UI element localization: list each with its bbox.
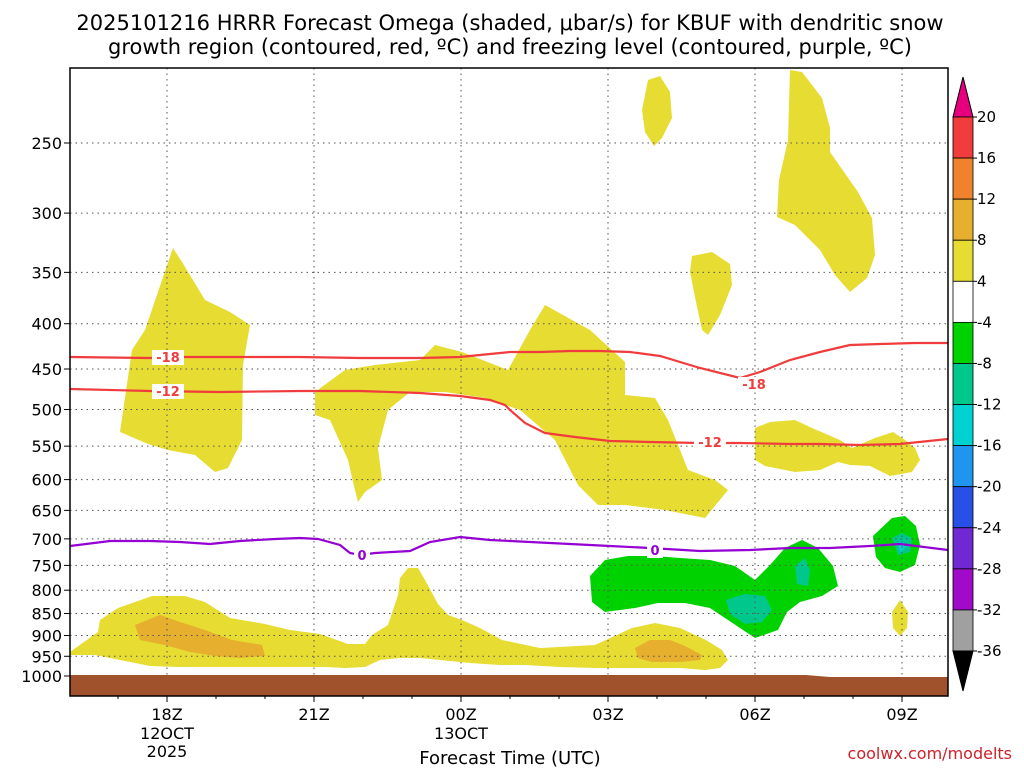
x-tick-label: 21Z bbox=[298, 705, 329, 724]
y-tick-label: 800 bbox=[31, 581, 62, 600]
omega-region bbox=[690, 252, 732, 335]
omega-region bbox=[755, 420, 920, 476]
y-tick-label: 500 bbox=[31, 401, 62, 420]
colorbar-label: 8 bbox=[977, 231, 987, 249]
colorbar-label: -24 bbox=[977, 519, 1002, 537]
y-tick-label: 850 bbox=[31, 605, 62, 624]
contour-label-bg bbox=[738, 377, 770, 392]
chart-title-line1: 2025101216 HRRR Forecast Omega (shaded, … bbox=[76, 11, 943, 35]
colorbar-top-arrow bbox=[952, 76, 974, 118]
omega-region bbox=[892, 600, 908, 636]
dgz-minus12-label: -12 bbox=[156, 385, 180, 400]
y-tick-label: 750 bbox=[31, 556, 62, 575]
colorbar-segment bbox=[952, 363, 974, 405]
colorbar-label: -4 bbox=[977, 313, 992, 331]
y-tick-label: 550 bbox=[31, 437, 62, 456]
y-tick-label: 300 bbox=[31, 204, 62, 223]
contour-label-bg bbox=[694, 435, 726, 450]
plot-area: -18 -12 -18 -12 0 0 bbox=[69, 67, 949, 697]
y-tick-label: 450 bbox=[31, 360, 62, 379]
omega-region bbox=[590, 540, 838, 638]
colorbar-segment bbox=[952, 198, 974, 241]
plot-frame bbox=[69, 67, 949, 697]
y-tick-label: 400 bbox=[31, 315, 62, 334]
contour-labels: -18 -12 -18 -12 0 0 bbox=[152, 350, 770, 564]
x-tick-label: 00Z bbox=[445, 705, 476, 724]
y-tick-label: 650 bbox=[31, 501, 62, 520]
dgz-contours bbox=[69, 341, 949, 447]
dgz-minus12-contour bbox=[69, 387, 949, 447]
x-tick-date: 12OCT bbox=[140, 724, 194, 743]
watermark: coolwx.com/modelts bbox=[848, 744, 1012, 763]
x-tick-label: 09Z bbox=[886, 705, 917, 724]
y-axis: 250 300 350 400 450 500 550 600 650 700 750 800 850 9… bbox=[21, 134, 70, 686]
colorbar-segment bbox=[952, 568, 974, 611]
omega-region bbox=[726, 594, 772, 624]
y-tick-label: 700 bbox=[31, 530, 62, 549]
omega-region bbox=[642, 76, 672, 146]
freezing-level-label: 0 bbox=[357, 549, 366, 564]
colorbar-label: -16 bbox=[977, 437, 1002, 455]
dgz-minus18-label: -18 bbox=[156, 351, 180, 366]
y-tick-label: 1000 bbox=[21, 667, 62, 686]
freezing-level-label-2: 0 bbox=[650, 544, 659, 559]
omega-region bbox=[795, 558, 810, 586]
omega-region bbox=[135, 615, 265, 658]
colorbar-label: -32 bbox=[977, 601, 1002, 619]
colorbar-segment bbox=[952, 404, 974, 447]
y-tick-label: 350 bbox=[31, 263, 62, 282]
omega-region bbox=[315, 305, 728, 518]
freezing-level-contour bbox=[69, 535, 949, 557]
colorbar-label: -28 bbox=[977, 560, 1002, 578]
colorbar-segment bbox=[952, 116, 974, 159]
y-tick-label: 600 bbox=[31, 471, 62, 490]
omega-region bbox=[120, 248, 250, 472]
chart-title-line2: growth region (contoured, red, ºC) and f… bbox=[108, 35, 912, 59]
ground-terrain bbox=[70, 675, 948, 696]
contour-label-bg bbox=[152, 384, 184, 399]
colorbar-segment bbox=[952, 486, 974, 529]
omega-region bbox=[777, 70, 875, 292]
grid-lines bbox=[70, 68, 948, 696]
colorbar-bottom-arrow bbox=[952, 650, 974, 692]
contour-label-bg bbox=[647, 543, 663, 558]
colorbar-segment bbox=[952, 445, 974, 488]
colorbar-label: 20 bbox=[977, 108, 996, 126]
y-tick-label: 250 bbox=[31, 134, 62, 153]
colorbar-segment bbox=[952, 239, 974, 282]
x-tick-label: 03Z bbox=[592, 705, 623, 724]
colorbar-label: 16 bbox=[977, 149, 996, 167]
x-tick-label: 18Z bbox=[151, 705, 182, 724]
x-tick-year: 2025 bbox=[147, 742, 188, 761]
colorbar-label: 4 bbox=[977, 272, 987, 290]
colorbar-label: -8 bbox=[977, 354, 992, 372]
colorbar: 20 16 12 8 4 -4 -8 -12 -16 -20 -24 -28 -32 -36 bbox=[952, 76, 1002, 692]
colorbar-segment bbox=[952, 527, 974, 570]
y-tick-label: 950 bbox=[31, 647, 62, 666]
colorbar-label: -36 bbox=[977, 642, 1002, 660]
colorbar-segment bbox=[952, 280, 974, 323]
y-tick-label: 900 bbox=[31, 626, 62, 645]
x-tick-date: 13OCT bbox=[434, 724, 488, 743]
dgz-minus12-label-2: -12 bbox=[698, 436, 722, 451]
x-tick-label: 06Z bbox=[739, 705, 770, 724]
contour-label-bg bbox=[152, 350, 184, 365]
omega-positive-8-12 bbox=[135, 615, 702, 662]
colorbar-segment bbox=[952, 157, 974, 200]
colorbar-segment bbox=[952, 609, 974, 652]
dgz-minus18-label-2: -18 bbox=[742, 378, 766, 393]
contour-label-bg bbox=[354, 548, 370, 563]
colorbar-segment bbox=[952, 321, 974, 364]
colorbar-label: -20 bbox=[977, 478, 1002, 496]
colorbar-label: -12 bbox=[977, 396, 1002, 414]
colorbar-label: 12 bbox=[977, 190, 996, 208]
omega-region bbox=[635, 640, 702, 662]
x-axis-label: Forecast Time (UTC) bbox=[419, 748, 600, 768]
dgz-minus18-contour bbox=[69, 341, 948, 380]
